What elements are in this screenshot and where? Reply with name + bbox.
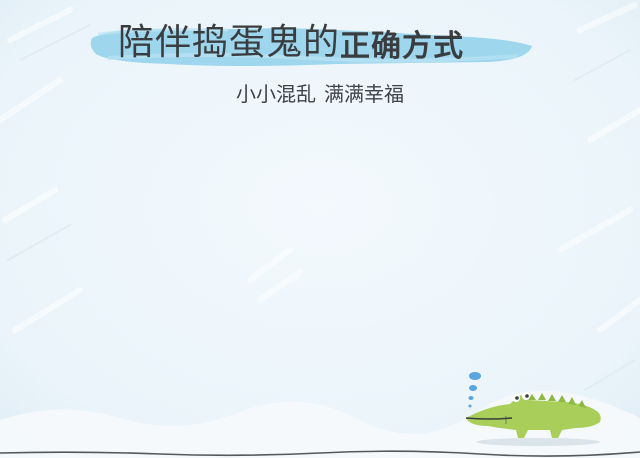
title-block: 陪伴捣蛋鬼的正确方式 (88, 12, 538, 74)
ground-line (0, 450, 640, 457)
thought-bubbles-icon (468, 372, 481, 408)
title-part-2-emphasis: 正确方式 (340, 29, 465, 64)
page-title: 陪伴捣蛋鬼的正确方式 (118, 22, 465, 64)
subtitle-left: 小小混乱 (236, 82, 316, 106)
crocodile-icon (465, 372, 601, 446)
title-part-1: 陪伴捣蛋鬼的 (118, 22, 341, 63)
subtitle: 小小混乱 满满幸福 (0, 78, 640, 107)
subtitle-right: 满满幸福 (324, 82, 404, 106)
brush-stroke-highlight (90, 28, 533, 66)
